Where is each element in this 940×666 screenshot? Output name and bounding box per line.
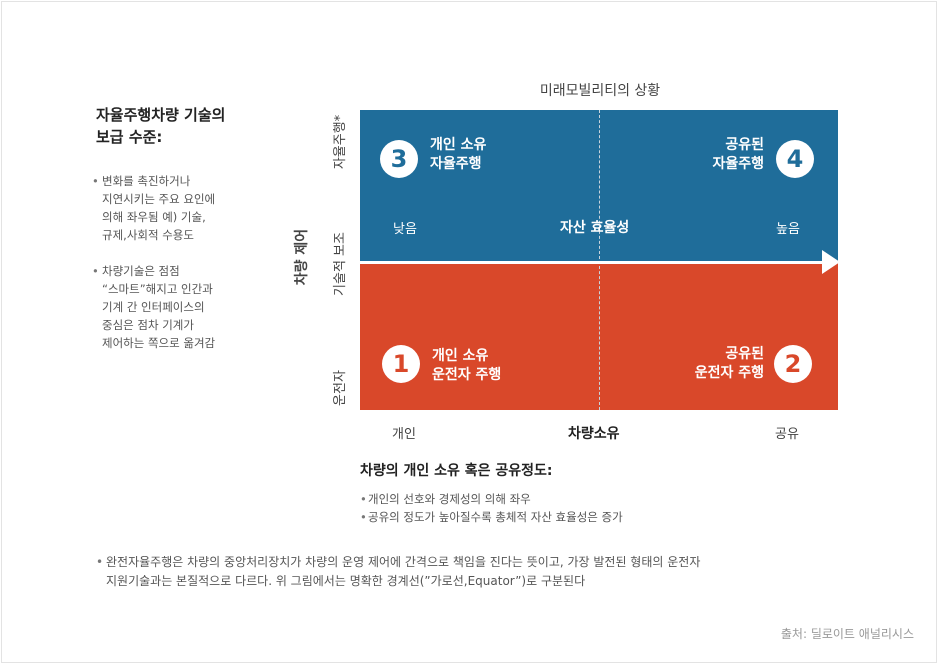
side-bullet-item: 변화를 촉진하거나 지연시키는 주요 요인에 의해 좌우됨 예) 기술, 규제,… xyxy=(90,172,290,244)
equator-arrow-line xyxy=(360,261,826,264)
ownership-bullet-list: 개인의 선호와 경제성의 의해 좌우 공유의 정도가 높아질수록 총체적 자산 … xyxy=(360,490,623,526)
x-label-personal: 개인 xyxy=(392,427,416,442)
quadrant-4-label: 공유된 자율주행 xyxy=(712,137,764,172)
diagram-title: 미래모빌리티의 상황 xyxy=(539,83,661,99)
y-label-autonomous: 자율주행* xyxy=(333,114,348,170)
efficiency-label: 자산 효율성 xyxy=(560,220,630,236)
quadrant-3-badge: 3 xyxy=(380,140,418,178)
quadrant-2-label: 공유된 운전자 주행 xyxy=(694,346,764,381)
ownership-title: 차량의 개인 소유 혹은 공유정도: xyxy=(360,463,553,479)
ownership-divider xyxy=(599,110,600,410)
quadrant-4-badge: 4 xyxy=(776,140,814,178)
x-axis-title: 차량소유 xyxy=(568,426,620,442)
ownership-bullet-item: 공유의 정도가 높아질수록 총체적 자산 효율성은 증가 xyxy=(360,508,623,526)
y-axis-title: 차량 제어 xyxy=(294,228,310,286)
x-label-shared: 공유 xyxy=(775,427,799,442)
side-title: 자율주행차량 기술의 보급 수준: xyxy=(96,106,226,146)
y-label-assist: 기술적 보조 xyxy=(333,232,348,296)
footnote: 완전자율주행은 차량의 중앙처리장치가 차량의 운영 제어에 간격으로 책임을 … xyxy=(96,553,826,591)
source-credit: 출처: 딜로이트 애널리시스 xyxy=(780,627,914,641)
quadrant-1-badge: 1 xyxy=(382,345,420,383)
efficiency-high: 높음 xyxy=(776,222,800,237)
y-label-driver: 운전자 xyxy=(333,370,348,406)
quadrant-3-label: 개인 소유 자율주행 xyxy=(430,137,487,172)
quadrant-1-label: 개인 소유 운전자 주행 xyxy=(432,348,502,383)
side-bullet-item: 차량기술은 점점 “스마트”해지고 인간과 기계 간 인터페이스의 중심은 점차… xyxy=(90,262,290,352)
quadrant-2-badge: 2 xyxy=(774,345,812,383)
efficiency-low: 낮음 xyxy=(393,222,417,237)
ownership-bullet-item: 개인의 선호와 경제성의 의해 좌우 xyxy=(360,490,623,508)
side-bullet-list: 변화를 촉진하거나 지연시키는 주요 요인에 의해 좌우됨 예) 기술, 규제,… xyxy=(90,172,290,370)
arrow-right-icon xyxy=(822,250,840,274)
